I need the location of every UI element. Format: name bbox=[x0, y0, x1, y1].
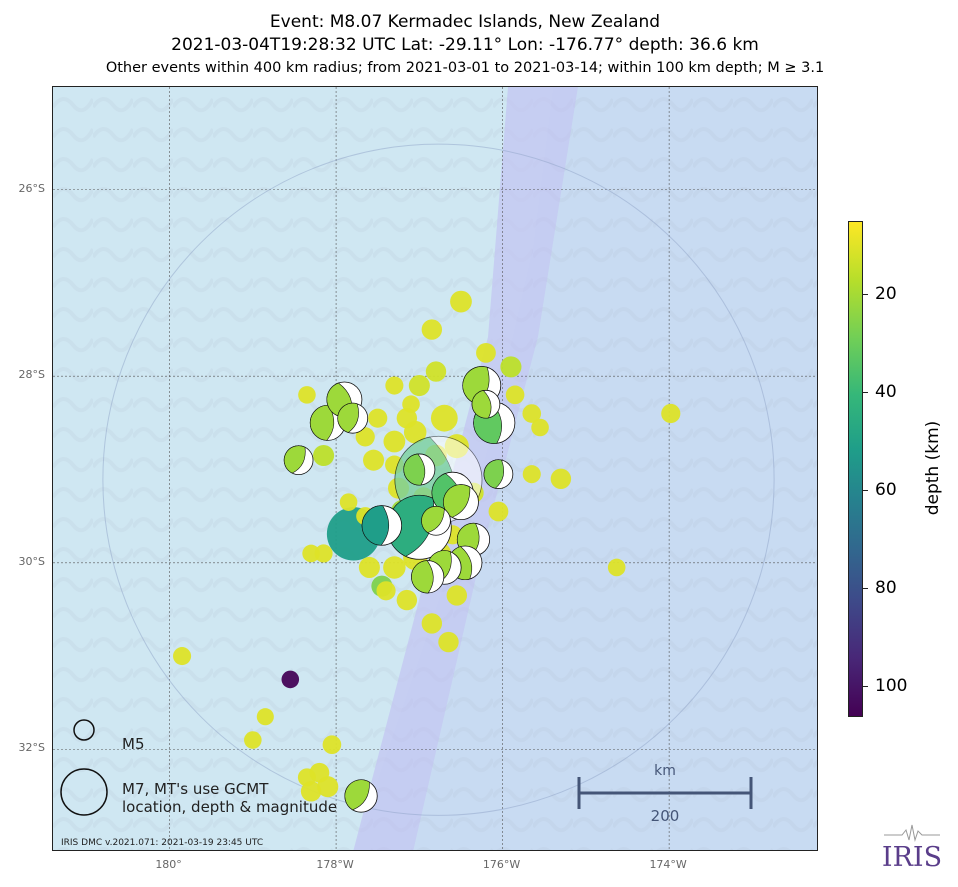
map-subtitle: Other events within 400 km radius; from … bbox=[105, 60, 825, 76]
event-marker[interactable] bbox=[531, 418, 549, 437]
event-marker[interactable] bbox=[256, 708, 274, 726]
event-marker[interactable] bbox=[383, 556, 406, 579]
legend-m5-label: M5 bbox=[122, 735, 145, 753]
lon-tick-label: 176°W bbox=[482, 858, 521, 871]
colorbar-tick bbox=[862, 587, 868, 589]
depth-colorbar bbox=[848, 221, 863, 717]
colorbar-tick bbox=[862, 294, 868, 296]
pacific-plate-shade bbox=[413, 87, 817, 850]
event-marker[interactable] bbox=[376, 581, 396, 601]
event-marker[interactable] bbox=[488, 501, 509, 522]
event-marker[interactable] bbox=[396, 407, 418, 429]
event-marker[interactable] bbox=[383, 430, 406, 453]
moment-tensor-marker[interactable] bbox=[279, 440, 314, 475]
colorbar-tick-label: 100 bbox=[875, 675, 908, 696]
moment-tensor-marker[interactable] bbox=[359, 503, 403, 546]
event-marker[interactable] bbox=[421, 613, 443, 634]
event-marker[interactable] bbox=[322, 735, 342, 755]
legend: M5 M7, MT's use GCMT location, depth & m… bbox=[60, 719, 337, 816]
moment-tensor-marker[interactable] bbox=[480, 456, 514, 490]
lon-tick-label: 178°W bbox=[316, 858, 354, 871]
search-radius-circle bbox=[102, 143, 775, 816]
colorbar-tick-label: 20 bbox=[875, 284, 897, 305]
event-marker[interactable] bbox=[661, 403, 681, 424]
event-marker[interactable] bbox=[358, 556, 380, 578]
legend-m7-circle bbox=[60, 768, 108, 816]
event-marker[interactable] bbox=[550, 468, 572, 490]
moment-tensor-marker[interactable] bbox=[410, 560, 445, 594]
event-marker[interactable] bbox=[396, 589, 418, 611]
event-marker[interactable] bbox=[314, 544, 333, 563]
colorbar-tick bbox=[862, 490, 868, 491]
moment-tensor-marker[interactable] bbox=[436, 478, 479, 521]
colorbar-tick bbox=[862, 685, 868, 687]
event-marker[interactable] bbox=[173, 647, 192, 666]
event-marker[interactable] bbox=[339, 493, 358, 511]
scale-unit: km bbox=[654, 763, 676, 779]
lat-tick-label: 30°S bbox=[18, 554, 45, 568]
event-marker[interactable] bbox=[522, 465, 541, 484]
colorbar-tick-label: 40 bbox=[875, 382, 897, 403]
map-title-line1: Event: M8.07 Kermadec Islands, New Zeala… bbox=[269, 12, 661, 32]
lat-tick-label: 28°S bbox=[18, 368, 45, 382]
moment-tensor-marker[interactable] bbox=[333, 399, 369, 435]
colorbar-title: depth (km) bbox=[923, 420, 943, 516]
moment-tensor-marker[interactable] bbox=[308, 403, 346, 441]
event-marker[interactable] bbox=[500, 356, 522, 378]
event-markers bbox=[173, 290, 681, 813]
map-panel[interactable]: M5 M7, MT's use GCMT location, depth & m… bbox=[52, 86, 818, 851]
scale-value: 200 bbox=[651, 807, 680, 825]
event-marker[interactable] bbox=[425, 361, 447, 382]
event-marker[interactable] bbox=[363, 449, 385, 471]
event-marker[interactable] bbox=[317, 776, 339, 798]
event-marker[interactable] bbox=[368, 408, 388, 428]
lon-tick-label: 180° bbox=[155, 858, 182, 871]
event-marker[interactable] bbox=[450, 290, 472, 313]
map-svg: M5 M7, MT's use GCMT location, depth & m… bbox=[53, 87, 817, 850]
legend-m5-circle bbox=[73, 719, 95, 741]
lon-tick-label: 174°W bbox=[649, 858, 687, 871]
map-title-line2: 2021-03-04T19:28:32 UTC Lat: -29.11° Lon… bbox=[171, 35, 759, 55]
event-marker[interactable] bbox=[355, 427, 375, 447]
event-marker[interactable] bbox=[522, 404, 542, 423]
event-marker[interactable] bbox=[446, 585, 468, 606]
event-marker[interactable] bbox=[300, 781, 322, 802]
event-marker[interactable] bbox=[313, 444, 335, 467]
moment-tensor-marker[interactable] bbox=[403, 453, 436, 486]
event-marker[interactable] bbox=[281, 670, 300, 689]
moment-tensor-marker[interactable] bbox=[471, 389, 501, 419]
iris-logo-text: IRIS bbox=[882, 842, 942, 872]
legend-m7-label-2: location, depth & magnitude bbox=[122, 798, 337, 816]
moment-tensor-marker[interactable] bbox=[338, 773, 378, 813]
event-marker[interactable] bbox=[408, 375, 430, 397]
graticule bbox=[53, 87, 817, 850]
lat-tick-label: 32°S bbox=[18, 741, 45, 755]
lat-tick-label: 26°S bbox=[18, 181, 45, 195]
version-stamp: IRIS DMC v.2021.071: 2021-03-19 23:45 UT… bbox=[61, 838, 263, 848]
moment-tensor-marker[interactable] bbox=[416, 500, 451, 536]
event-marker[interactable] bbox=[607, 558, 626, 577]
colorbar-tick-label: 60 bbox=[875, 480, 897, 500]
legend-m7-label: M7, MT's use GCMT bbox=[122, 780, 269, 798]
event-marker[interactable] bbox=[505, 385, 525, 405]
event-marker[interactable] bbox=[298, 386, 316, 404]
iris-logo: IRIS bbox=[882, 824, 942, 872]
event-marker[interactable] bbox=[244, 731, 262, 749]
colorbar-tick bbox=[862, 392, 868, 394]
event-marker[interactable] bbox=[438, 631, 459, 653]
event-marker[interactable] bbox=[302, 544, 320, 563]
scale-bar: km 200 bbox=[577, 763, 753, 825]
event-marker[interactable] bbox=[385, 376, 404, 395]
colorbar-tick-label: 80 bbox=[875, 577, 897, 598]
event-marker[interactable] bbox=[430, 404, 458, 432]
event-marker[interactable] bbox=[476, 342, 496, 363]
event-marker[interactable] bbox=[421, 319, 443, 340]
